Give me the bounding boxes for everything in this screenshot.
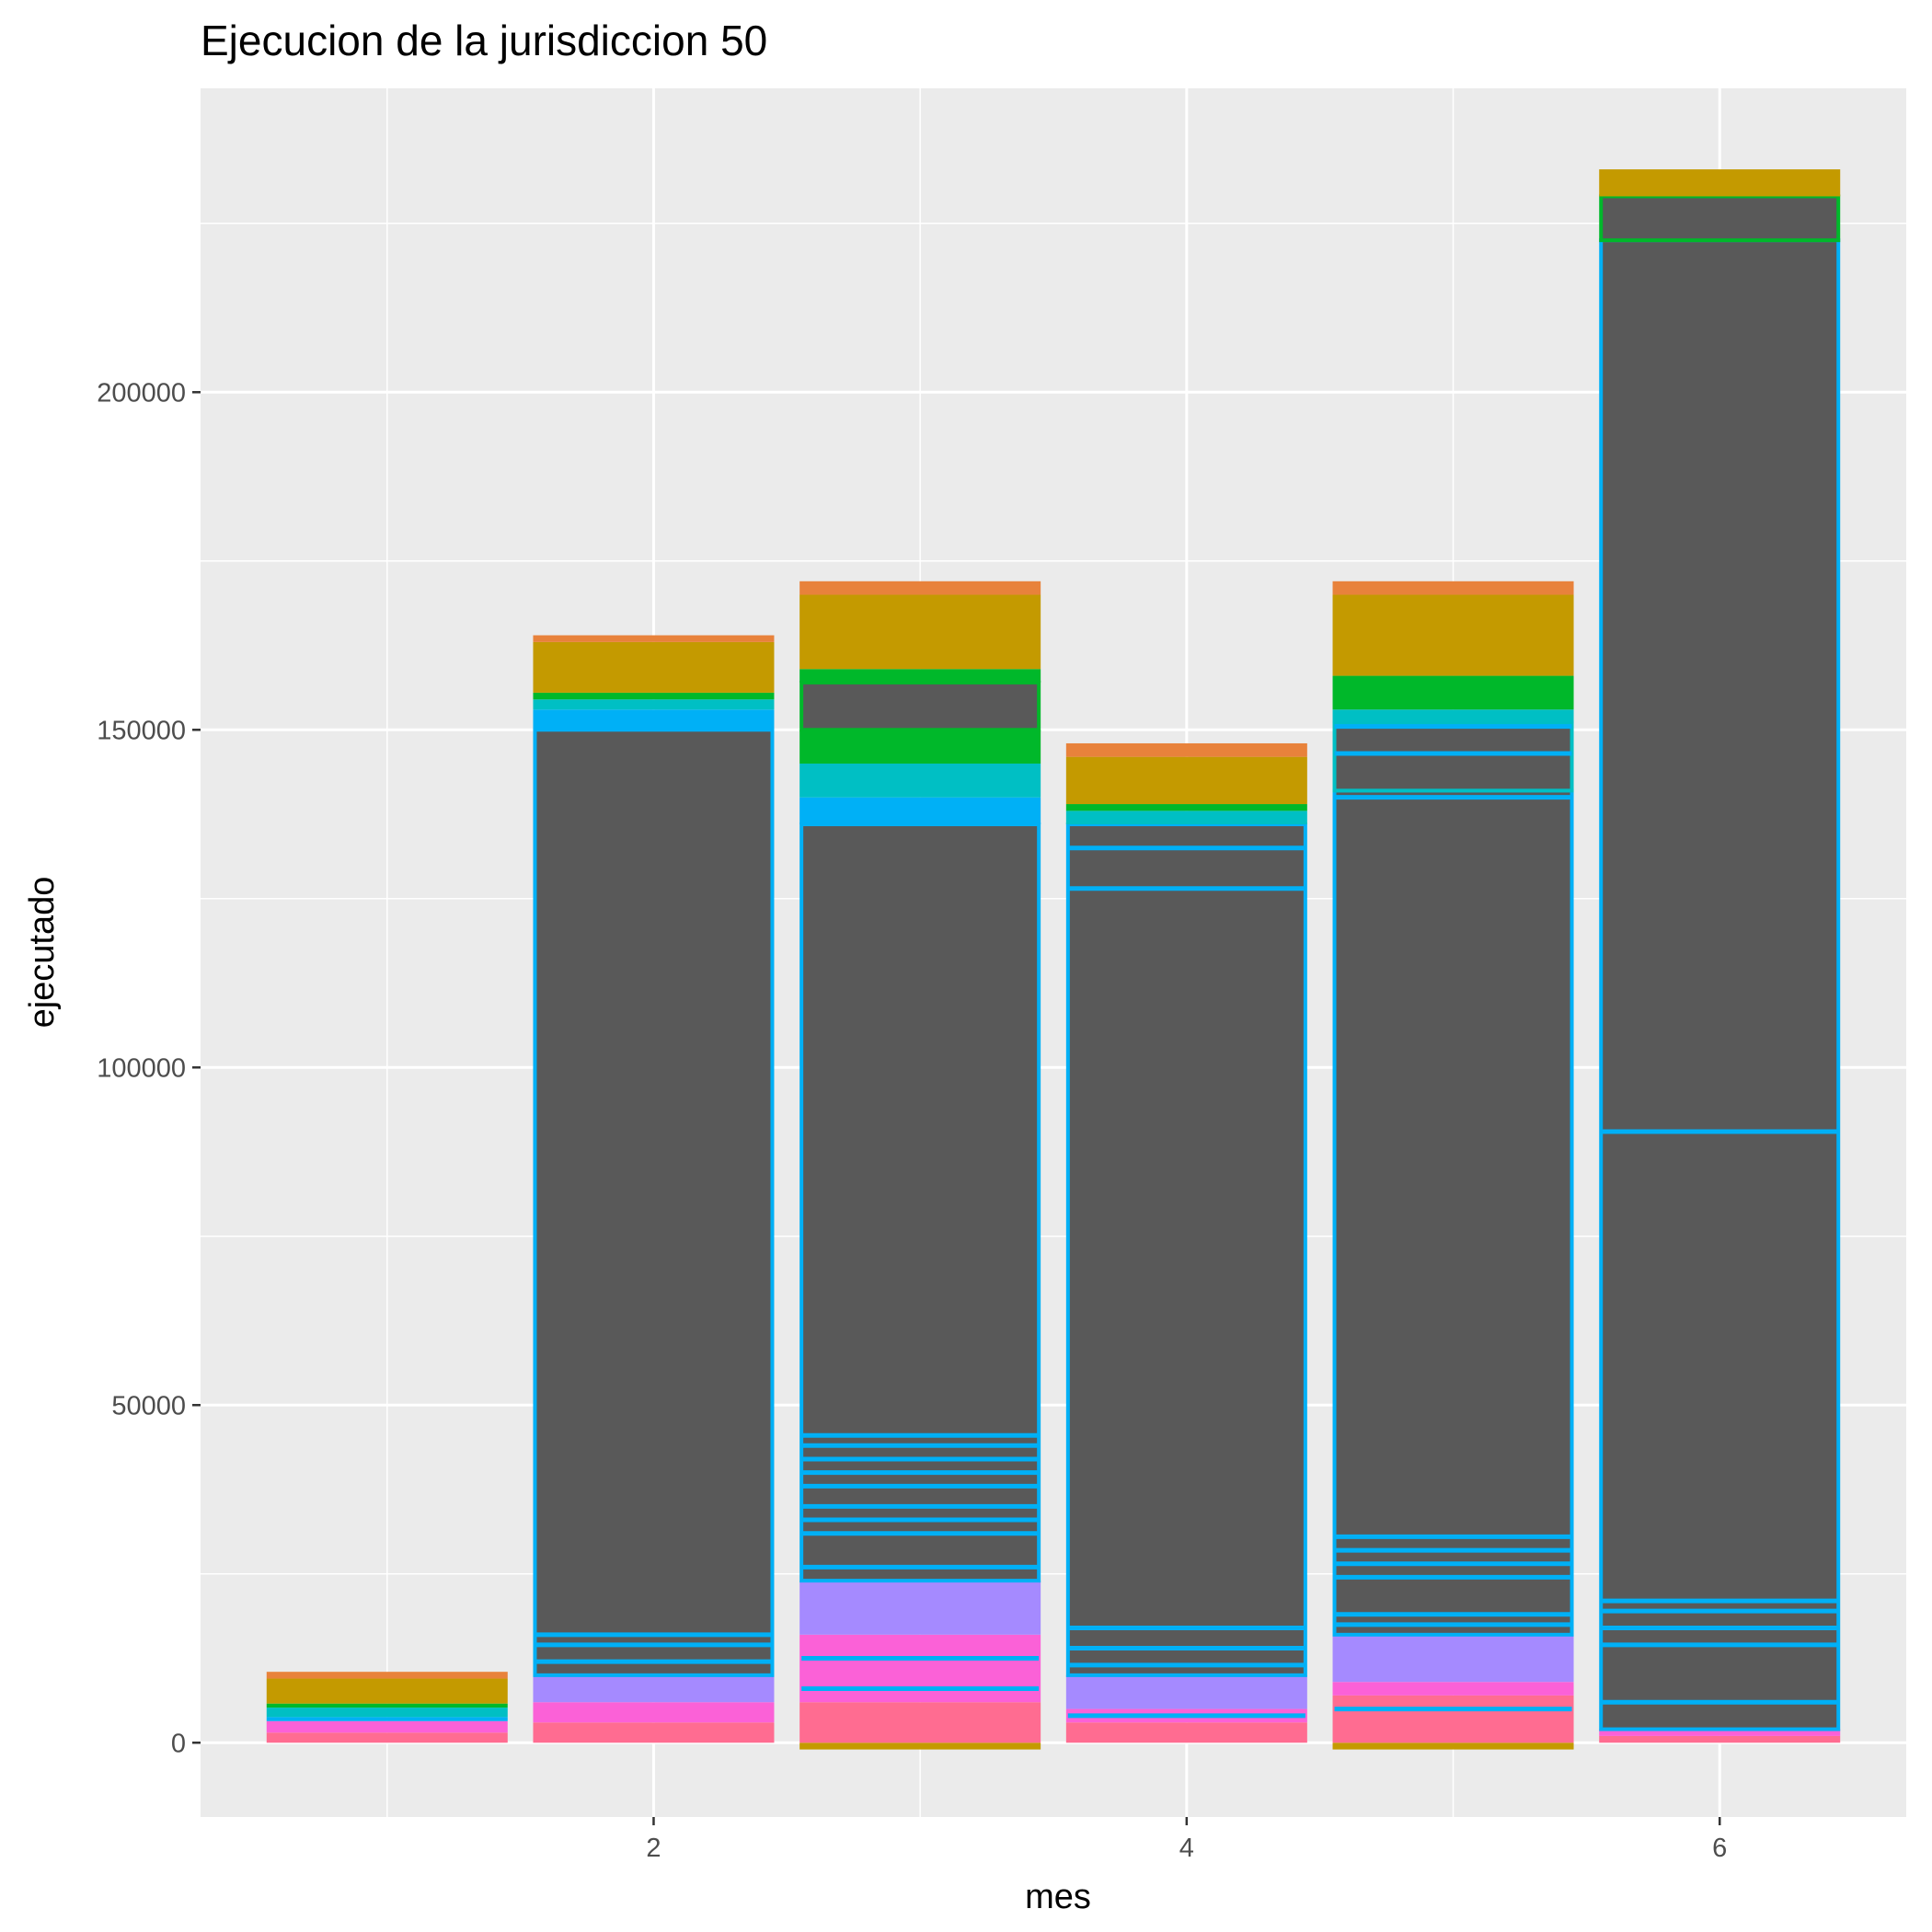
- bar-segment: [799, 822, 1041, 1583]
- bar-group-mes-1: [266, 1672, 508, 1743]
- y-tick-label: 0: [171, 1729, 186, 1758]
- bar-segment: [1065, 822, 1307, 1677]
- y-axis-label: ejecutado: [23, 877, 62, 1029]
- bar-group-mes-3: [799, 581, 1041, 1750]
- bar-segment: [1065, 1674, 1307, 1709]
- bar-segment: [533, 1702, 775, 1723]
- bar-segment: [1332, 1682, 1574, 1696]
- bar-segment: [799, 763, 1041, 798]
- bar-segment: [799, 669, 1041, 683]
- chart-title: Ejecucion de la jurisdiccion 50: [201, 17, 767, 64]
- bar-segment: [533, 728, 775, 1677]
- bar-segment: [1332, 675, 1574, 710]
- bar-segment: [799, 730, 1041, 764]
- bar-segment: [533, 641, 775, 693]
- axes: 0 50000 100000 150000 200000 2 4 6: [97, 378, 1727, 1863]
- bar-segment: [1599, 238, 1841, 1731]
- bar-segment: [1065, 756, 1307, 805]
- bar-segment: [266, 1717, 508, 1721]
- bar-segment: [799, 594, 1041, 670]
- bar-segment: [533, 692, 775, 700]
- bar-segment: [1065, 804, 1307, 811]
- x-tick-label: 4: [1179, 1834, 1194, 1863]
- bar-segment: [799, 680, 1041, 732]
- bar-segment: [533, 635, 775, 642]
- bar-segment: [799, 1634, 1041, 1703]
- x-axis-label: mes: [1025, 1878, 1091, 1916]
- y-tick-label: 100000: [97, 1053, 186, 1083]
- bar-segment: [1332, 1742, 1574, 1750]
- bar-segment: [799, 1581, 1041, 1635]
- bars: [266, 169, 1841, 1750]
- bar-segment: [1332, 1695, 1574, 1743]
- y-tick-label: 150000: [97, 716, 186, 745]
- bar-segment: [266, 1708, 508, 1718]
- bar-segment: [533, 1674, 775, 1703]
- bar-segment: [1332, 709, 1574, 723]
- y-tick-label: 200000: [97, 378, 186, 408]
- bar-segment: [1599, 1729, 1841, 1736]
- bar-segment: [266, 1732, 508, 1743]
- x-tick-label: 6: [1712, 1834, 1727, 1863]
- bar-segment: [799, 797, 1041, 825]
- bar-segment: [1332, 594, 1574, 676]
- bar-group-mes-5: [1332, 581, 1574, 1750]
- bar-segment: [266, 1720, 508, 1733]
- bar-segment: [1065, 1722, 1307, 1743]
- bar-segment: [533, 1722, 775, 1743]
- bar-segment: [266, 1672, 508, 1679]
- x-tick-label: 2: [646, 1834, 661, 1863]
- bar-segment: [799, 581, 1041, 595]
- bar-segment: [533, 709, 775, 730]
- bar-segment: [1599, 194, 1841, 243]
- bar-segment: [266, 1703, 508, 1708]
- bar-segment: [1332, 581, 1574, 595]
- bar-group-mes-4: [1065, 742, 1307, 1743]
- bar-segment: [1332, 1634, 1574, 1683]
- bar-segment: [1332, 788, 1574, 1637]
- bar-group-mes-2: [533, 635, 775, 1743]
- bar-segment: [1332, 720, 1574, 793]
- y-tick-label: 50000: [111, 1391, 186, 1420]
- bar-segment: [799, 1702, 1041, 1743]
- bar-group-mes-6: [1599, 169, 1841, 1743]
- bar-segment: [799, 1742, 1041, 1750]
- bar-segment: [1065, 742, 1307, 757]
- bar-segment: [1065, 811, 1307, 825]
- bar-segment: [1599, 169, 1841, 197]
- bar-segment: [533, 699, 775, 710]
- bar-segment: [1599, 1735, 1841, 1743]
- bar-segment: [266, 1678, 508, 1704]
